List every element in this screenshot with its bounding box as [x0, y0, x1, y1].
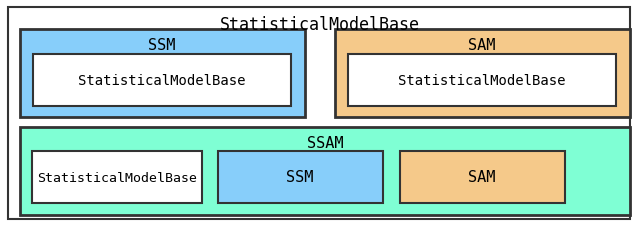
FancyBboxPatch shape	[33, 55, 291, 106]
Text: StatisticalModelBase: StatisticalModelBase	[398, 74, 566, 88]
Text: StatisticalModelBase: StatisticalModelBase	[78, 74, 246, 88]
FancyBboxPatch shape	[400, 151, 565, 203]
FancyBboxPatch shape	[335, 30, 630, 118]
Text: SSM: SSM	[148, 38, 176, 53]
Text: SAM: SAM	[468, 38, 496, 53]
Text: StatisticalModelBase: StatisticalModelBase	[37, 171, 197, 184]
FancyBboxPatch shape	[32, 151, 202, 203]
FancyBboxPatch shape	[218, 151, 383, 203]
FancyBboxPatch shape	[20, 30, 305, 118]
FancyBboxPatch shape	[8, 8, 630, 219]
Text: StatisticalModelBase: StatisticalModelBase	[220, 16, 420, 34]
Text: SSM: SSM	[286, 170, 314, 185]
FancyBboxPatch shape	[20, 127, 630, 215]
Text: SSAM: SSAM	[307, 135, 343, 150]
Text: SAM: SAM	[468, 170, 496, 185]
FancyBboxPatch shape	[348, 55, 616, 106]
